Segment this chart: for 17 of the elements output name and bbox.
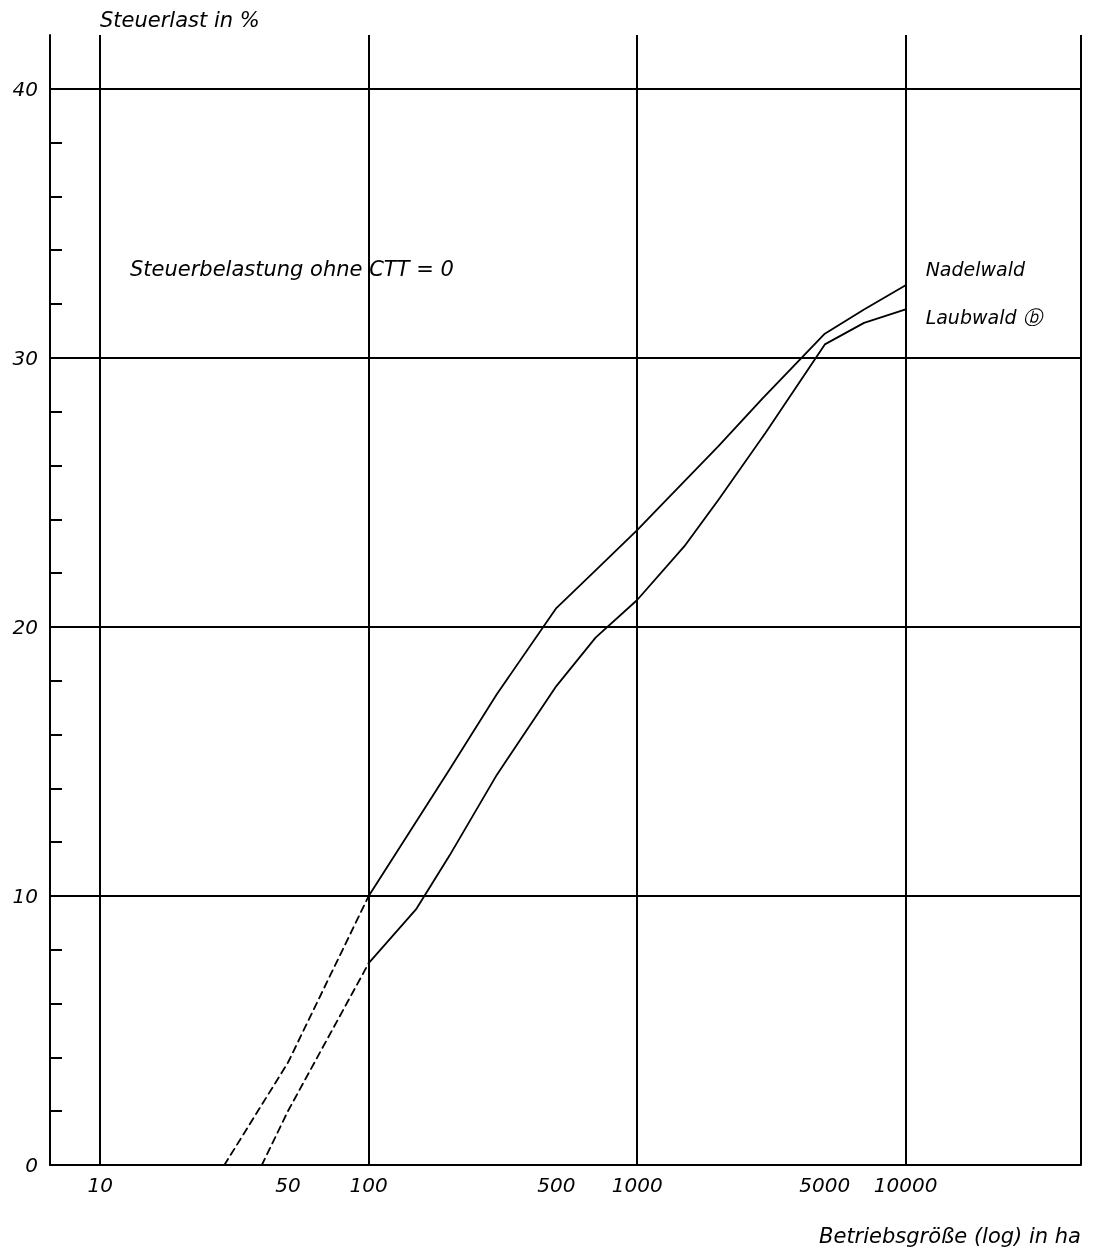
y-tick-label: 40: [12, 76, 38, 101]
series-label: Laubwald ⓑ: [925, 306, 1044, 329]
x-tick-label: 1000: [611, 1173, 663, 1197]
y-tick-label: 0: [25, 1153, 38, 1177]
series-label: Nadelwald: [925, 258, 1026, 281]
x-tick-label: 100: [349, 1173, 388, 1197]
x-tick-label: 500: [537, 1173, 576, 1197]
x-tick-label: 50: [275, 1173, 301, 1197]
y-tick-label: 20: [12, 614, 38, 639]
x-tick-label: 10: [87, 1173, 113, 1197]
x-tick-label: 5000: [799, 1173, 851, 1197]
x-tick-label: 10000: [873, 1173, 938, 1197]
x-axis-title: Betriebsgröße (log) in ha: [819, 1223, 1081, 1248]
annotation: Steuerbelastung ohne CTT = 0: [130, 256, 454, 281]
y-tick-label: 10: [12, 883, 38, 908]
y-axis-title: Steuerlast in %: [100, 7, 260, 32]
y-tick-label: 30: [12, 345, 38, 370]
